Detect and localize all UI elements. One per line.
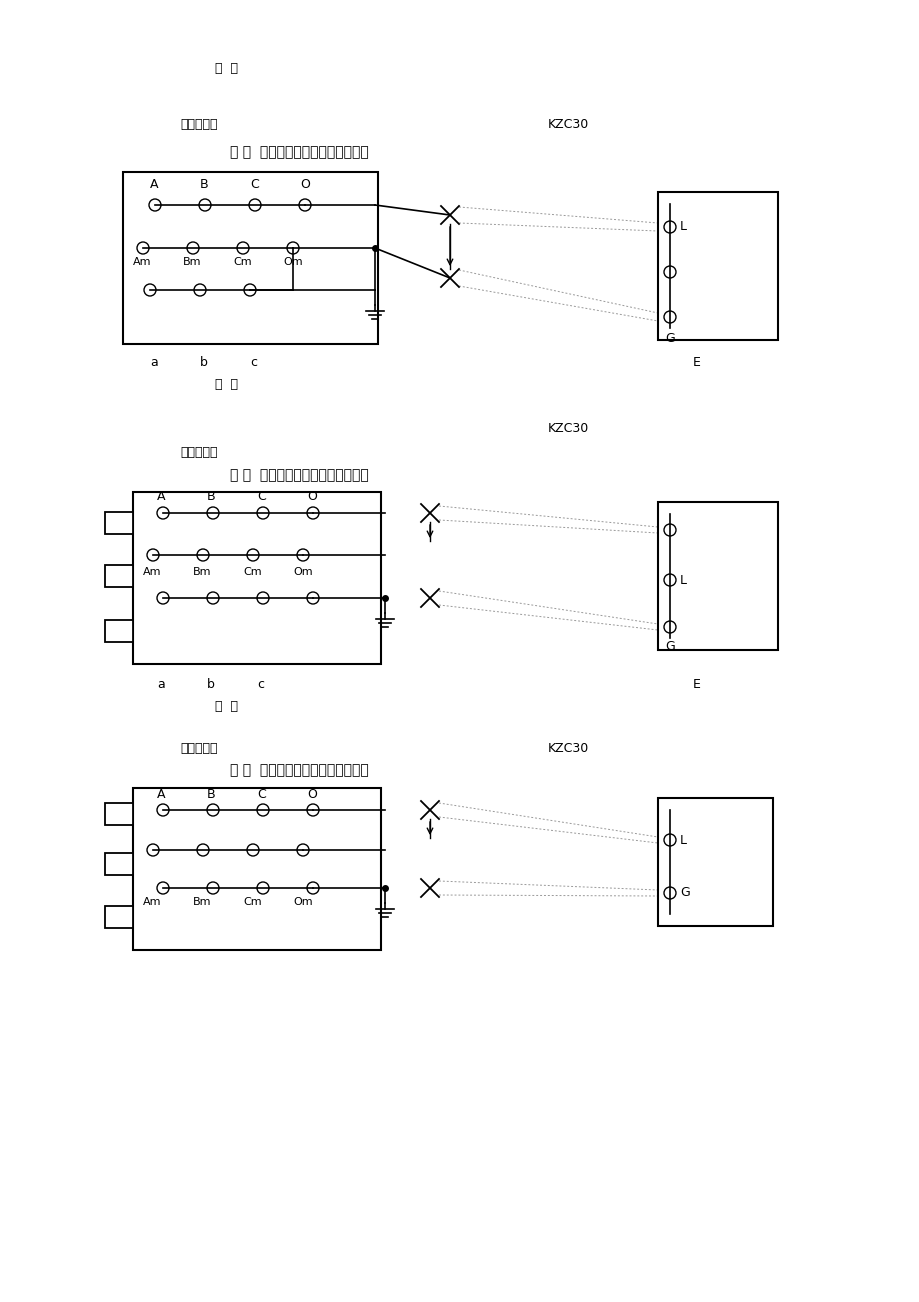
Text: A: A	[150, 178, 158, 191]
Text: G: G	[664, 641, 675, 654]
Text: b: b	[207, 678, 215, 691]
Text: Bm: Bm	[193, 897, 211, 907]
Text: 被测变压器: 被测变压器	[180, 445, 217, 458]
Text: O: O	[300, 178, 310, 191]
Text: 图 四  低压对高压、中压、地接线图: 图 四 低压对高压、中压、地接线图	[230, 467, 369, 482]
Bar	[105, 906, 133, 928]
Text: L: L	[679, 573, 686, 586]
Text: B: B	[207, 789, 215, 802]
Text: L: L	[679, 220, 686, 233]
Bar	[657, 191, 777, 340]
Text: Om: Om	[292, 897, 312, 907]
Text: a: a	[157, 678, 165, 691]
Text: Cm: Cm	[243, 566, 261, 577]
Bar	[105, 512, 133, 534]
Text: L: L	[679, 833, 686, 846]
Bar	[105, 803, 133, 825]
Bar	[105, 565, 133, 587]
Text: 被测变压器: 被测变压器	[180, 118, 217, 132]
Text: Cm: Cm	[243, 897, 261, 907]
Bar	[105, 853, 133, 875]
Text: Am: Am	[142, 566, 162, 577]
Text: Om: Om	[283, 256, 302, 267]
Text: KZC30: KZC30	[548, 118, 588, 132]
Text: E: E	[692, 678, 700, 691]
Text: Om: Om	[292, 566, 312, 577]
Bar	[133, 788, 380, 950]
Text: C: C	[256, 789, 266, 802]
Text: C: C	[256, 491, 266, 504]
Text: G: G	[664, 332, 675, 345]
Text: E: E	[692, 355, 700, 368]
Text: O: O	[307, 491, 316, 504]
Text: c: c	[256, 678, 264, 691]
Bar	[133, 492, 380, 664]
Text: B: B	[207, 491, 215, 504]
Text: Bm: Bm	[193, 566, 211, 577]
Text: A: A	[157, 491, 165, 504]
Text: O: O	[307, 789, 316, 802]
Bar	[657, 503, 777, 650]
Bar	[657, 798, 772, 926]
Text: Am: Am	[142, 897, 162, 907]
Bar	[123, 172, 378, 344]
Text: 油  箱: 油 箱	[215, 379, 238, 392]
Text: G: G	[679, 887, 689, 900]
Text: B: B	[199, 178, 209, 191]
Text: A: A	[157, 789, 165, 802]
Text: Bm: Bm	[183, 256, 201, 267]
Text: KZC30: KZC30	[548, 742, 588, 754]
Text: C: C	[250, 178, 258, 191]
Text: KZC30: KZC30	[548, 422, 588, 435]
Text: 油  箱: 油 箱	[215, 61, 238, 74]
Bar	[105, 620, 133, 642]
Text: c: c	[250, 355, 256, 368]
Text: b: b	[199, 355, 208, 368]
Text: Cm: Cm	[233, 256, 252, 267]
Text: 油  箱: 油 箱	[215, 699, 238, 712]
Text: 图 五  高压、中压对低压、地接线图: 图 五 高压、中压对低压、地接线图	[230, 763, 369, 777]
Text: Am: Am	[133, 256, 152, 267]
Text: a: a	[150, 355, 157, 368]
Text: 被测变压器: 被测变压器	[180, 742, 217, 754]
Text: 图 三  中压对高压、低压、地接线图: 图 三 中压对高压、低压、地接线图	[230, 145, 369, 159]
